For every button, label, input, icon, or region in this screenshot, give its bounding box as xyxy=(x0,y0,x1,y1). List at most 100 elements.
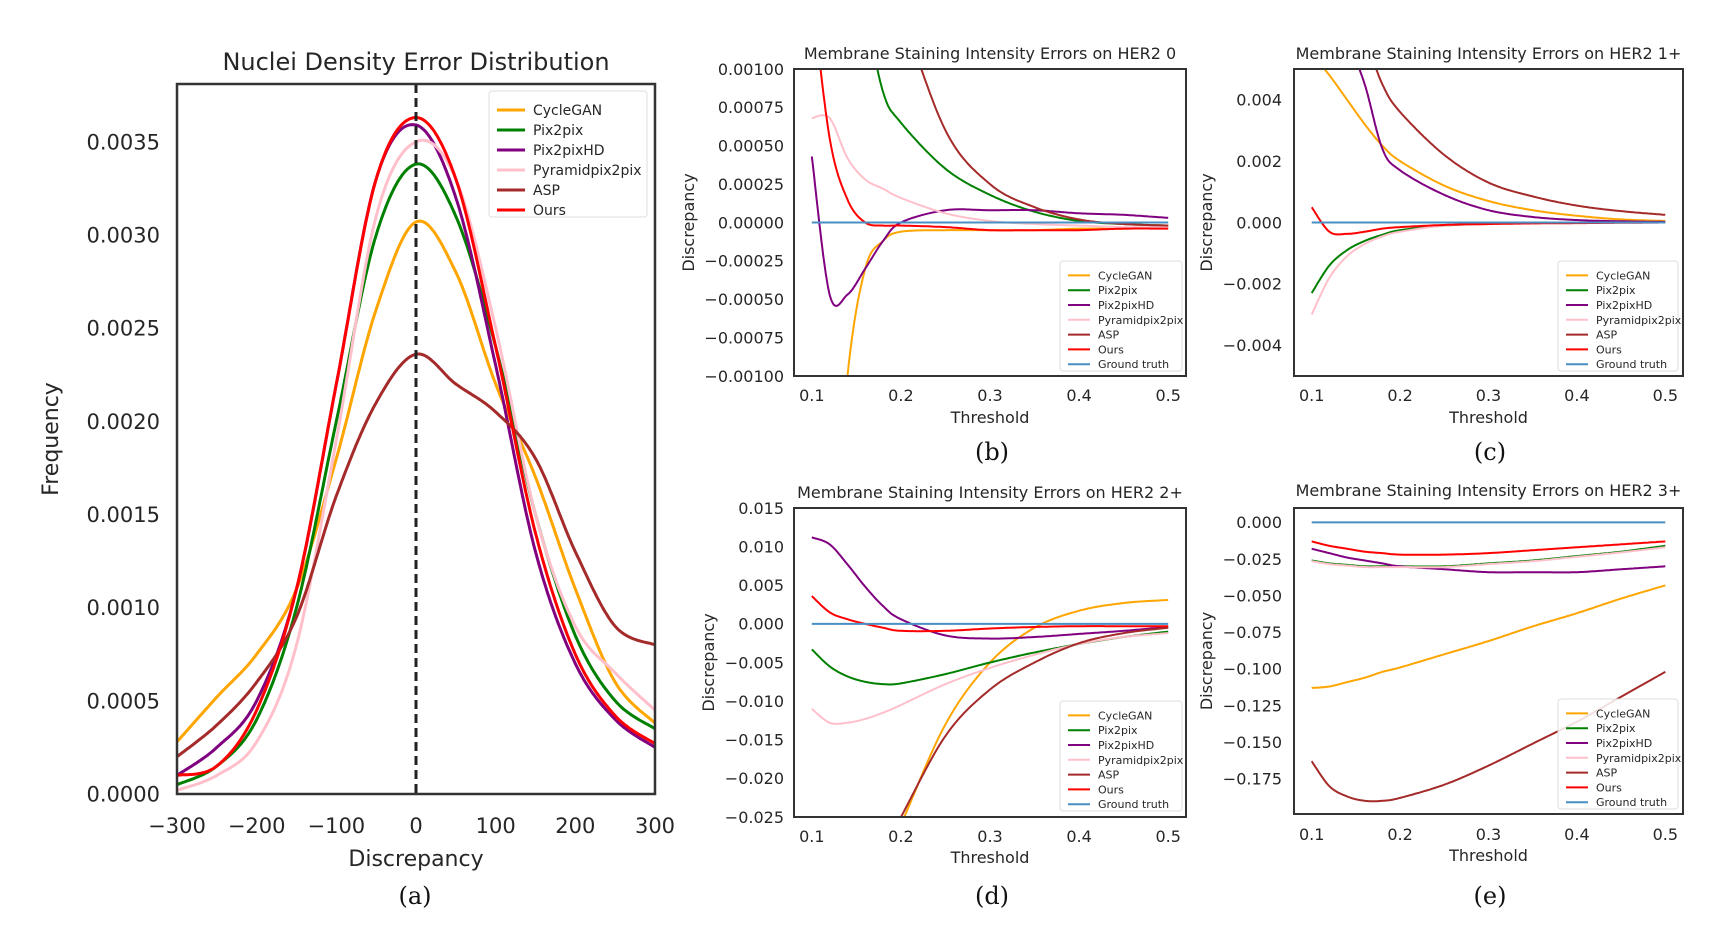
series-line-cyclegan xyxy=(177,219,655,743)
y-tick-label: 0.0025 xyxy=(87,317,160,341)
legend-entry: Ours xyxy=(497,203,566,219)
plot-area xyxy=(177,84,655,794)
series-line-pix2pix xyxy=(876,69,1169,227)
y-tick-label: 0.0000 xyxy=(87,783,160,807)
series-line-asp xyxy=(899,626,1169,817)
legend-label: Pix2pixHD xyxy=(1596,737,1652,750)
legend: CycleGAN Pix2pix Pix2pixHD Pyramidpix2pix AS… xyxy=(1557,698,1682,810)
y-tick-label: −0.020 xyxy=(725,769,784,788)
x-tick-label: 0.3 xyxy=(1476,386,1501,405)
x-tick-label: 0.2 xyxy=(888,386,913,405)
legend-label: ASP xyxy=(533,183,560,199)
x-tick-label: −300 xyxy=(148,814,206,838)
x-tick-label: 0.2 xyxy=(1387,825,1412,844)
y-tick-label: 0.00000 xyxy=(718,213,784,232)
legend-label: CycleGAN xyxy=(1098,709,1152,722)
legend-label: Pyramidpix2pix xyxy=(1098,314,1184,327)
y-tick-label: −0.002 xyxy=(1223,275,1282,294)
y-tick-label: 0.010 xyxy=(738,537,784,556)
x-axis-label: Discrepancy xyxy=(348,847,483,872)
x-tick-label: 0.4 xyxy=(1066,827,1091,846)
x-tick-label: 0.2 xyxy=(888,827,913,846)
x-axis-label: Threshold xyxy=(1448,408,1528,427)
y-axis-label: Discrepancy xyxy=(679,173,698,271)
legend-entry: Pyramidpix2pix xyxy=(1068,754,1184,767)
legend-box xyxy=(1059,700,1183,812)
x-tick-label: 0.1 xyxy=(1299,386,1324,405)
x-tick-label: −200 xyxy=(228,814,286,838)
x-tick-label: 0.4 xyxy=(1564,386,1589,405)
legend-label: CycleGAN xyxy=(1596,269,1650,282)
y-tick-label: −0.025 xyxy=(725,808,784,827)
legend-label: Pix2pix xyxy=(533,123,583,139)
legend-label: Pyramidpix2pix xyxy=(1596,314,1682,327)
legend-entry: Ours xyxy=(1566,343,1622,356)
panel-caption: (e) xyxy=(1474,882,1507,910)
axes-frame xyxy=(1293,507,1684,815)
legend-label: Ground truth xyxy=(1098,798,1169,811)
panel-caption: (c) xyxy=(1474,438,1506,466)
y-tick-label: 0.0020 xyxy=(87,410,160,434)
chart-panel-e: Membrane Staining Intensity Errors on HE… xyxy=(1197,481,1684,910)
legend-box xyxy=(1557,698,1679,810)
legend-entry: Pyramidpix2pix xyxy=(1068,314,1184,327)
series-line-pyramidpix2pix xyxy=(1311,546,1666,569)
legend-entry: CycleGAN xyxy=(1068,269,1152,282)
legend-entry: Pix2pix xyxy=(1566,722,1636,735)
y-tick-label: 0.0005 xyxy=(87,689,160,713)
x-tick-label: 0 xyxy=(409,814,422,838)
axes-frame xyxy=(793,68,1187,377)
axes-frame xyxy=(793,507,1187,818)
legend-entry: Pix2pix xyxy=(497,123,583,139)
legend-label: Ours xyxy=(1098,783,1124,796)
legend-entry: CycleGAN xyxy=(1068,709,1152,722)
y-axis-label: Discrepancy xyxy=(1197,173,1216,271)
legend-label: Pix2pix xyxy=(1596,284,1636,297)
y-tick-label: 0.015 xyxy=(738,499,784,518)
legend-entry: Pix2pixHD xyxy=(1068,739,1154,752)
chart-panel-b: Membrane Staining Intensity Errors on HE… xyxy=(679,44,1187,466)
x-tick-label: 0.5 xyxy=(1653,825,1678,844)
y-tick-label: 0.00025 xyxy=(718,175,784,194)
y-tick-label: −0.00050 xyxy=(704,290,784,309)
legend-entry: ASP xyxy=(1566,329,1618,342)
legend-label: Pyramidpix2pix xyxy=(1098,754,1184,767)
legend-entry: Ours xyxy=(1068,343,1124,356)
legend-label: ASP xyxy=(1596,767,1618,780)
y-tick-label: −0.010 xyxy=(725,692,784,711)
legend: CycleGAN Pix2pix Pix2pixHD Pyramidpix2pix AS… xyxy=(488,90,648,219)
y-tick-label: 0.000 xyxy=(738,615,784,634)
legend-label: Pyramidpix2pix xyxy=(533,163,642,179)
series-line-pix2pixhd xyxy=(811,536,1169,640)
series-line-pyramidpix2pix xyxy=(811,114,1169,229)
x-tick-label: 0.1 xyxy=(799,386,824,405)
series-line-pix2pixhd xyxy=(1358,69,1666,223)
chart-title: Membrane Staining Intensity Errors on HE… xyxy=(804,44,1176,63)
y-tick-label: 0.0010 xyxy=(87,596,160,620)
legend-label: CycleGAN xyxy=(533,103,602,119)
x-tick-label: 0.1 xyxy=(799,827,824,846)
legend-entry: CycleGAN xyxy=(1566,269,1650,282)
y-tick-label: −0.00075 xyxy=(704,328,784,347)
y-tick-label: 0.00050 xyxy=(718,137,784,156)
legend-box xyxy=(1557,260,1679,372)
series-line-cyclegan xyxy=(1311,584,1666,689)
legend-label: Pix2pix xyxy=(1098,284,1138,297)
y-tick-label: −0.00100 xyxy=(704,367,784,386)
x-tick-label: 200 xyxy=(555,814,595,838)
axes-frame xyxy=(1293,68,1684,377)
legend-box xyxy=(488,90,648,218)
legend-label: Ground truth xyxy=(1596,796,1667,809)
x-tick-label: 300 xyxy=(635,814,675,838)
y-tick-label: 0.0030 xyxy=(87,224,160,248)
legend-entry: ASP xyxy=(1068,329,1120,342)
panel-caption: (b) xyxy=(975,438,1009,466)
legend-label: Ground truth xyxy=(1098,358,1169,371)
legend-label: Pix2pixHD xyxy=(1098,299,1154,312)
series-line-pix2pixhd xyxy=(810,156,1169,307)
chart-panel-c: Membrane Staining Intensity Errors on HE… xyxy=(1197,44,1684,466)
legend-entry: Pix2pix xyxy=(1068,724,1138,737)
y-tick-label: 0.000 xyxy=(1236,513,1282,532)
legend-entry: ASP xyxy=(1566,767,1618,780)
